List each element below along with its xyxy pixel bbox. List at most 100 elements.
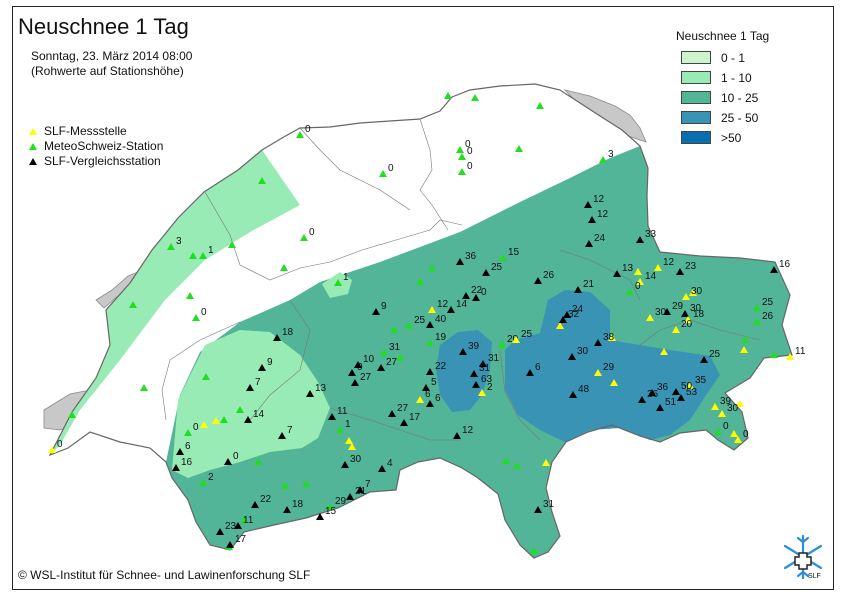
station-marker bbox=[459, 348, 467, 355]
station-value-label: 25 bbox=[491, 262, 503, 273]
legend-swatch bbox=[681, 91, 711, 104]
station-marker bbox=[718, 410, 726, 417]
station-value-label: 38 bbox=[603, 332, 615, 343]
station-value-label: 63 bbox=[481, 374, 493, 385]
station-value-label: 0 bbox=[465, 139, 471, 150]
station-marker bbox=[588, 216, 596, 223]
station-marker bbox=[236, 406, 244, 413]
snow-zones bbox=[50, 84, 792, 558]
station-marker bbox=[770, 351, 778, 358]
station-value-label: 48 bbox=[578, 384, 590, 395]
station-value-label: 19 bbox=[435, 332, 447, 343]
station-marker bbox=[634, 268, 642, 275]
station-marker bbox=[626, 288, 634, 295]
station-value-label: 51 bbox=[665, 397, 677, 408]
station-value-label: 30 bbox=[727, 403, 739, 414]
station-marker bbox=[283, 506, 291, 513]
station-value-label: 0 bbox=[357, 362, 363, 373]
canton-border bbox=[249, 299, 311, 421]
station-value-label: 15 bbox=[508, 247, 520, 258]
station-value-label: 12 bbox=[437, 299, 449, 310]
station-marker bbox=[186, 292, 194, 299]
station-marker bbox=[638, 396, 646, 403]
station-value-label: 23 bbox=[685, 261, 697, 272]
station-value-label: 40 bbox=[435, 314, 447, 325]
station-marker bbox=[648, 389, 656, 396]
station-marker bbox=[682, 293, 690, 300]
station-value-label: 29 bbox=[672, 301, 684, 312]
station-value-label: 17 bbox=[409, 412, 421, 423]
station-marker bbox=[636, 278, 644, 285]
station-value-label: 15 bbox=[325, 506, 337, 517]
station-marker bbox=[741, 336, 749, 343]
station-marker bbox=[689, 289, 697, 296]
station-marker bbox=[714, 428, 722, 435]
station-marker bbox=[444, 92, 452, 99]
station-value-label: 21 bbox=[583, 279, 595, 290]
station-marker bbox=[479, 360, 487, 367]
station-value-label: 10 bbox=[363, 354, 375, 365]
snow-zone bbox=[172, 330, 330, 478]
station-marker bbox=[426, 400, 434, 407]
station-marker bbox=[224, 458, 232, 465]
station-marker bbox=[226, 541, 234, 548]
station-marker bbox=[388, 410, 396, 417]
station-marker bbox=[379, 170, 387, 177]
station-marker bbox=[458, 168, 466, 175]
station-value-label: 31 bbox=[488, 353, 500, 364]
legend-label: >50 bbox=[721, 130, 742, 145]
station-marker bbox=[354, 361, 362, 368]
triangle-icon bbox=[29, 157, 37, 165]
station-value-label: 33 bbox=[645, 229, 657, 240]
station-value-label: 6 bbox=[185, 441, 191, 452]
station-value-label: 22 bbox=[435, 361, 447, 372]
station-value-label: 31 bbox=[389, 342, 401, 353]
station-marker bbox=[471, 94, 479, 101]
station-value-label: 39 bbox=[720, 396, 732, 407]
station-value-label: 11 bbox=[795, 346, 806, 357]
station-marker bbox=[676, 268, 684, 275]
station-value-label: 26 bbox=[647, 389, 659, 400]
station-marker bbox=[594, 369, 602, 376]
station-marker bbox=[220, 416, 228, 423]
station-marker bbox=[472, 294, 480, 301]
station-marker bbox=[281, 482, 289, 489]
station-value-label: 25 bbox=[414, 315, 426, 326]
station-marker bbox=[189, 252, 197, 259]
station-value-label: 22 bbox=[471, 285, 483, 296]
station-value-label: 0 bbox=[309, 227, 315, 238]
legend-row: 25 - 50 bbox=[681, 110, 758, 125]
station-value-label: 6 bbox=[535, 362, 541, 373]
legend-title: Neuschnee 1 Tag bbox=[676, 29, 770, 43]
station-marker bbox=[513, 462, 521, 469]
logo-label: SLF bbox=[808, 573, 821, 580]
legend-row: >50 bbox=[681, 130, 741, 145]
station-value-label: 13 bbox=[315, 383, 327, 394]
station-legend-label: SLF-Vergleichsstation bbox=[44, 154, 161, 168]
station-marker bbox=[672, 388, 680, 395]
station-marker bbox=[244, 416, 252, 423]
station-value-label: 0 bbox=[388, 163, 394, 174]
station-value-label: 23 bbox=[225, 521, 237, 532]
station-marker bbox=[770, 266, 778, 273]
legend-label: 25 - 50 bbox=[721, 110, 759, 125]
station-marker bbox=[199, 479, 207, 486]
station-marker bbox=[569, 391, 577, 398]
station-marker bbox=[740, 346, 748, 353]
slf-snowflake-logo bbox=[783, 534, 823, 580]
station-value-label: 9 bbox=[267, 357, 273, 368]
station-marker bbox=[405, 322, 413, 329]
station-marker bbox=[345, 437, 353, 444]
legend-label: 10 - 25 bbox=[721, 90, 759, 105]
station-legend-compare: SLF-Vergleichsstation bbox=[29, 154, 161, 168]
station-marker bbox=[556, 322, 564, 329]
station-value-label: 0 bbox=[467, 146, 473, 157]
country-outline bbox=[48, 83, 793, 559]
station-marker bbox=[734, 436, 742, 443]
station-value-label: 25 bbox=[762, 297, 774, 308]
station-marker bbox=[568, 353, 576, 360]
station-marker bbox=[594, 339, 602, 346]
station-value-label: 29 bbox=[603, 362, 615, 373]
station-marker bbox=[534, 277, 542, 284]
